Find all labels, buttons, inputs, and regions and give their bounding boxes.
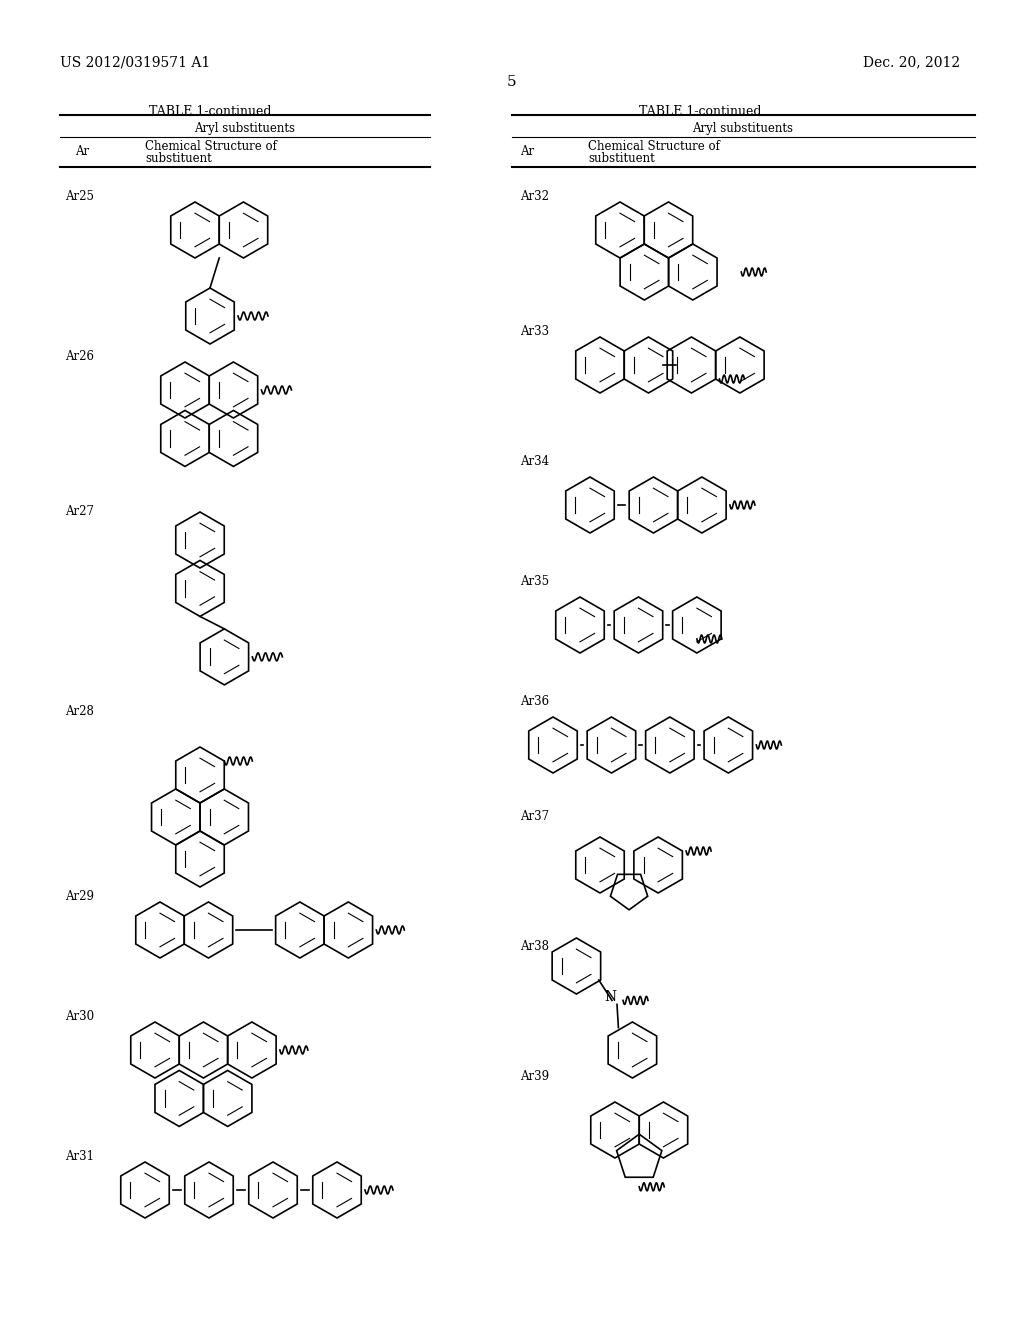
- Text: Ar: Ar: [75, 145, 89, 158]
- Text: Ar28: Ar28: [65, 705, 94, 718]
- Text: TABLE 1-continued: TABLE 1-continued: [639, 106, 761, 117]
- Text: Chemical Structure of: Chemical Structure of: [145, 140, 276, 153]
- Text: Ar37: Ar37: [520, 810, 549, 822]
- Text: Ar26: Ar26: [65, 350, 94, 363]
- Text: Aryl substituents: Aryl substituents: [692, 121, 794, 135]
- Text: TABLE 1-continued: TABLE 1-continued: [148, 106, 271, 117]
- Text: Ar31: Ar31: [65, 1150, 94, 1163]
- Text: Ar35: Ar35: [520, 576, 549, 587]
- Text: Ar32: Ar32: [520, 190, 549, 203]
- Text: Aryl substituents: Aryl substituents: [195, 121, 296, 135]
- Text: Ar30: Ar30: [65, 1010, 94, 1023]
- Text: Ar: Ar: [520, 145, 535, 158]
- Text: Ar27: Ar27: [65, 506, 94, 517]
- Text: substituent: substituent: [588, 152, 654, 165]
- Text: US 2012/0319571 A1: US 2012/0319571 A1: [60, 55, 210, 69]
- Text: Ar39: Ar39: [520, 1071, 549, 1082]
- Text: Ar25: Ar25: [65, 190, 94, 203]
- Text: Ar29: Ar29: [65, 890, 94, 903]
- Text: substituent: substituent: [145, 152, 212, 165]
- Text: Ar33: Ar33: [520, 325, 549, 338]
- Text: N: N: [604, 990, 616, 1005]
- Text: Ar34: Ar34: [520, 455, 549, 469]
- Text: 5: 5: [507, 75, 517, 88]
- Text: Chemical Structure of: Chemical Structure of: [588, 140, 720, 153]
- Text: Ar38: Ar38: [520, 940, 549, 953]
- Text: Ar36: Ar36: [520, 696, 549, 708]
- Text: Dec. 20, 2012: Dec. 20, 2012: [863, 55, 961, 69]
